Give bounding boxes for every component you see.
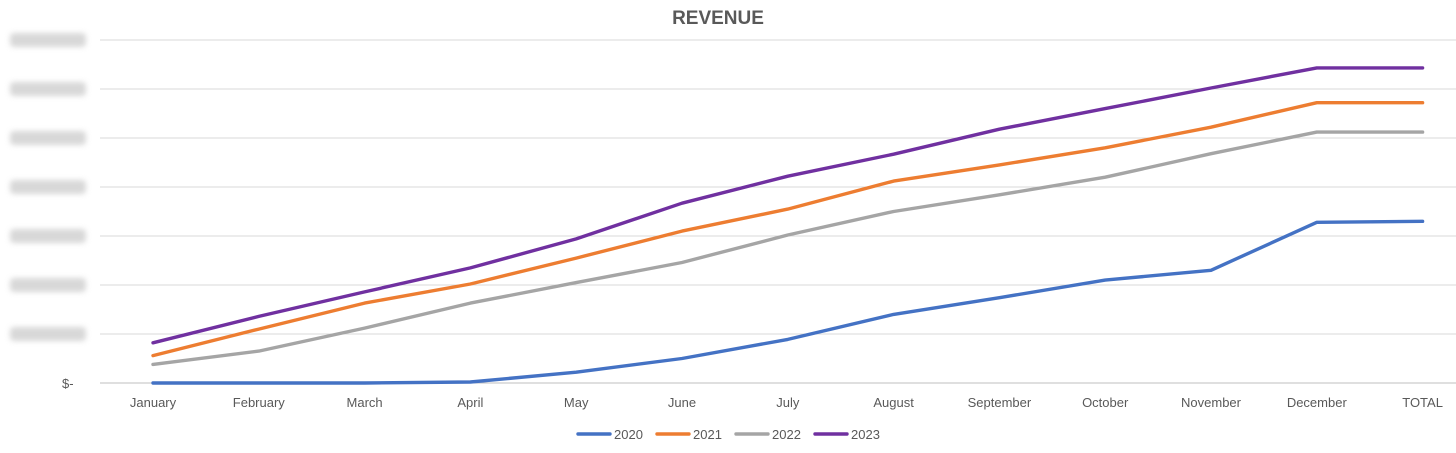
legend-item-2020: 2020 (576, 427, 643, 442)
series-line-2022 (151, 130, 1425, 367)
x-tick-label: May (564, 395, 589, 410)
x-tick-label: September (968, 395, 1032, 410)
x-tick-label: August (873, 395, 914, 410)
legend-item-2023: 2023 (813, 427, 880, 442)
gridlines (100, 39, 1456, 384)
x-tick-label: April (457, 395, 483, 410)
y-tick-label-obscured (10, 33, 86, 47)
x-axis-labels: January February March April May June July Augu… (130, 395, 1443, 410)
x-tick-label: TOTAL (1402, 395, 1443, 410)
y-tick-label-obscured (10, 278, 86, 292)
x-tick-label: February (233, 395, 286, 410)
legend-label: 2021 (693, 427, 722, 442)
x-tick-label: November (1181, 395, 1242, 410)
x-tick-label: June (668, 395, 696, 410)
x-tick-label: December (1287, 395, 1348, 410)
y-tick-label-obscured (10, 82, 86, 96)
legend-label: 2020 (614, 427, 643, 442)
legend-label: 2022 (772, 427, 801, 442)
y-axis-labels: $- (10, 33, 86, 391)
x-tick-label: July (776, 395, 800, 410)
series-line-2023 (151, 66, 1425, 345)
y-tick-label-obscured (10, 327, 86, 341)
x-tick-label: March (347, 395, 383, 410)
y-tick-label: $- (62, 376, 74, 391)
x-tick-label: January (130, 395, 177, 410)
chart-title: REVENUE (672, 8, 764, 29)
series-lines (151, 66, 1425, 385)
y-tick-label-obscured (10, 229, 86, 243)
legend-item-2021: 2021 (655, 427, 722, 442)
series-line-2020 (151, 219, 1425, 385)
x-tick-label: October (1082, 395, 1129, 410)
y-tick-label-obscured (10, 180, 86, 194)
legend: 2020 2021 2022 2023 (576, 427, 880, 442)
legend-label: 2023 (851, 427, 880, 442)
legend-item-2022: 2022 (734, 427, 801, 442)
series-line-2021 (151, 100, 1425, 358)
y-tick-label-obscured (10, 131, 86, 145)
